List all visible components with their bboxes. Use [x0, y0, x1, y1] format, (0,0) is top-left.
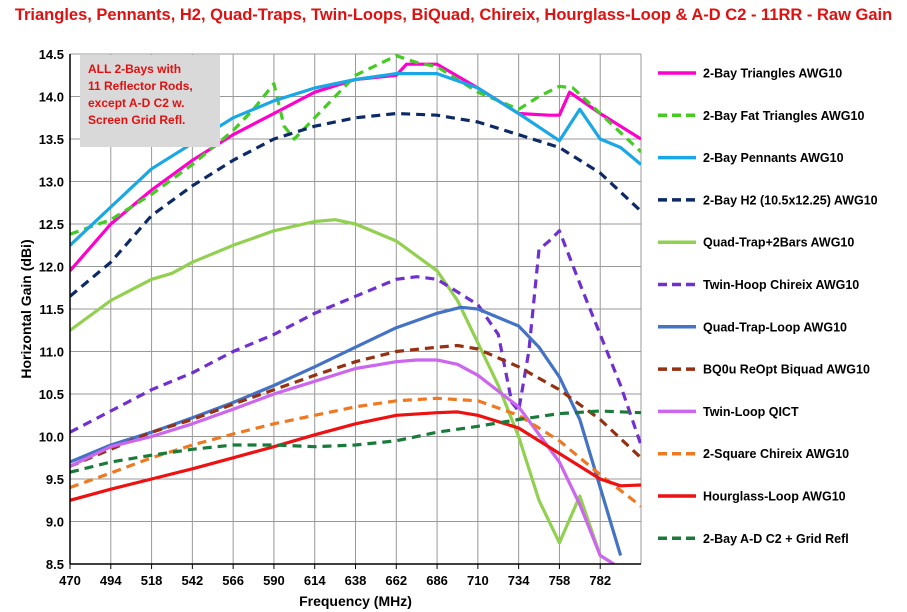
legend-entry-label: Quad-Trap+2Bars AWG10 [703, 236, 854, 250]
y-tick-label: 12.5 [39, 217, 64, 232]
x-tick-label: 758 [549, 573, 571, 588]
x-tick-label: 590 [263, 573, 285, 588]
x-axis-label: Frequency (MHz) [299, 593, 412, 609]
x-tick-label: 710 [467, 573, 489, 588]
y-tick-label: 10.5 [39, 387, 64, 402]
series-line [70, 218, 615, 564]
legend-entry-label: 2-Bay Fat Triangles AWG10 [703, 109, 864, 123]
legend-entry-label: Twin-Hoop Chireix AWG10 [703, 278, 859, 292]
x-tick-label: 614 [304, 573, 326, 588]
y-tick-label: 13.5 [39, 132, 64, 147]
y-tick-label: 11.0 [39, 345, 64, 360]
y-tick-label: 10.0 [39, 430, 64, 445]
legend-entry-label: 2-Bay Triangles AWG10 [703, 67, 842, 81]
legend-entry-label: 2-Square Chireix AWG10 [703, 447, 849, 461]
plot-area [70, 54, 641, 564]
y-tick-label: 13.0 [39, 175, 64, 190]
annotation-line: 11 Reflector Rods, [88, 79, 193, 93]
x-tick-label: 542 [182, 573, 204, 588]
x-tick-label: 470 [59, 573, 81, 588]
x-tick-label: 686 [426, 573, 448, 588]
series-line [70, 410, 641, 502]
y-tick-label: 14.5 [39, 47, 64, 62]
annotation-line: ALL 2-Bays with [88, 62, 182, 76]
tick-labels: 14.5 14.0 13.5 13.0 12.5 12.0 11.5 11.0 10.5 10.0… [39, 47, 611, 588]
annotation-line: Screen Grid Refl. [88, 113, 186, 127]
annotation-line: except A-D C2 w. [88, 96, 185, 110]
legend-entry-label: 2-Bay H2 (10.5x12.25) AWG10 [703, 193, 878, 207]
chart-title: Triangles, Pennants, H2, Quad-Traps, Twi… [14, 6, 893, 24]
legend-entry-label: Quad-Trap-Loop AWG10 [703, 320, 847, 334]
legend-entry-label: Twin-Loop QICT [703, 405, 799, 419]
x-tick-label: 638 [345, 573, 367, 588]
series-line [70, 229, 641, 446]
x-tick-label: 494 [100, 573, 122, 588]
y-axis-label: Horizontal Gain (dBi) [18, 239, 34, 378]
legend: 2-Bay Triangles AWG10 2-Bay Fat Triangles… [658, 67, 878, 546]
series-line [70, 358, 615, 564]
y-tick-label: 9.0 [46, 515, 64, 530]
legend-entry-label: Hourglass-Loop AWG10 [703, 490, 846, 504]
series-line [70, 72, 641, 247]
y-tick-label: 14.0 [39, 90, 64, 105]
y-tick-label: 11.5 [39, 302, 64, 317]
x-tick-label: 518 [141, 573, 163, 588]
legend-entry-label: BQ0u ReOpt Biquad AWG10 [703, 363, 870, 377]
y-tick-label: 8.5 [46, 557, 64, 572]
y-tick-label: 12.0 [39, 260, 64, 275]
series-line [70, 62, 641, 272]
axes [69, 54, 641, 569]
x-tick-label: 662 [385, 573, 407, 588]
series-group [70, 54, 641, 564]
legend-entry-label: 2-Bay Pennants AWG10 [703, 151, 844, 165]
series-line [70, 54, 641, 236]
series-line [70, 396, 641, 508]
legend-entry-label: 2-Bay A-D C2 + Grid Refl [703, 532, 849, 546]
series-line [70, 409, 641, 474]
annotation-box: ALL 2-Bays with 11 Reflector Rods, excep… [80, 55, 220, 147]
series-line [70, 343, 641, 468]
y-tick-label: 9.5 [46, 472, 64, 487]
x-tick-label: 566 [222, 573, 244, 588]
x-tick-label: 782 [589, 573, 611, 588]
x-tick-label: 734 [508, 573, 530, 588]
